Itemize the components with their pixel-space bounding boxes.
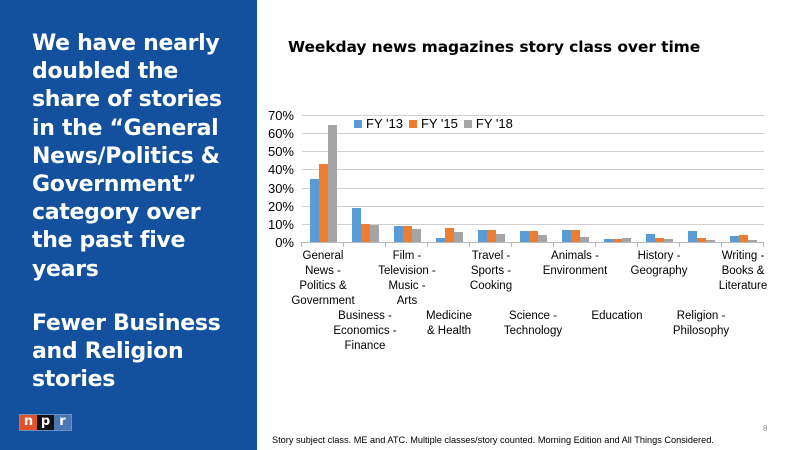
bar-fy13 bbox=[351, 207, 361, 242]
bar-fy13 bbox=[309, 179, 319, 242]
bar-fy18 bbox=[327, 124, 337, 242]
bar-fy13 bbox=[729, 236, 739, 242]
legend-item: FY '18 bbox=[463, 116, 513, 131]
gridline bbox=[302, 224, 764, 225]
x-tick-mark bbox=[595, 242, 596, 247]
npr-logo: n p r bbox=[19, 414, 72, 431]
gridline bbox=[302, 133, 764, 134]
chart-legend: FY '13 FY '15 FY '18 bbox=[354, 116, 519, 131]
x-tick-mark bbox=[469, 242, 470, 247]
x-category-label: Film - Television - Music - Arts bbox=[378, 250, 436, 307]
x-tick-mark bbox=[637, 242, 638, 247]
legend-label: FY '13 bbox=[366, 116, 403, 131]
bar-fy18 bbox=[579, 236, 589, 242]
bar-fy18 bbox=[663, 239, 673, 242]
y-tick-label: 70% bbox=[267, 108, 294, 123]
x-tick-mark bbox=[301, 242, 302, 247]
x-tick-mark bbox=[511, 242, 512, 247]
bar-fy13 bbox=[687, 231, 697, 242]
bar-fy18 bbox=[411, 228, 421, 242]
y-tick-label: 60% bbox=[267, 126, 294, 141]
x-category-label: Medicine & Health bbox=[425, 310, 473, 337]
legend-label: FY '18 bbox=[475, 116, 513, 131]
bar-fy15 bbox=[318, 163, 328, 242]
x-tick-mark bbox=[679, 242, 680, 247]
bar-fy15 bbox=[654, 237, 664, 242]
x-category-label: Education bbox=[591, 310, 643, 322]
gridline bbox=[302, 169, 764, 170]
bar-fy13 bbox=[393, 226, 403, 242]
bar-fy13 bbox=[519, 230, 529, 242]
x-category-label: Animals - Environment bbox=[542, 250, 608, 277]
x-tick-mark bbox=[721, 242, 722, 247]
footnote: Story subject class. ME and ATC. Multipl… bbox=[272, 435, 714, 445]
bar-fy18 bbox=[621, 237, 631, 242]
bar-fy15 bbox=[486, 230, 496, 242]
bar-fy18 bbox=[747, 240, 757, 242]
x-tick-mark bbox=[427, 242, 428, 247]
headline-text: We have nearly doubled the share of stor… bbox=[32, 31, 222, 282]
npr-logo-r: r bbox=[54, 415, 71, 430]
x-category-label: General News - Politics & Government bbox=[291, 250, 355, 307]
npr-logo-n: n bbox=[20, 415, 37, 430]
legend-item: FY '15 bbox=[408, 116, 458, 131]
y-tick-label: 0% bbox=[275, 235, 294, 250]
x-category-label: Travel - Sports - Cooking bbox=[469, 250, 513, 292]
x-tick-mark bbox=[343, 242, 344, 247]
bar-fy15 bbox=[402, 226, 412, 242]
x-tick-mark bbox=[385, 242, 386, 247]
y-tick-label: 20% bbox=[267, 199, 294, 214]
gridline bbox=[302, 115, 764, 116]
subhead-text: Fewer Business and Religion stories bbox=[32, 311, 221, 393]
bar-fy18 bbox=[705, 240, 715, 242]
x-category-label: Business - Economics - Finance bbox=[333, 310, 397, 352]
bar-fy18 bbox=[369, 224, 379, 242]
bar-fy15 bbox=[444, 227, 454, 242]
y-tick-label: 40% bbox=[267, 162, 294, 177]
page-number: 8 bbox=[763, 424, 768, 433]
y-tick-label: 30% bbox=[267, 181, 294, 196]
left-panel: We have nearly doubled the share of stor… bbox=[0, 0, 257, 450]
x-tick-mark bbox=[763, 242, 764, 247]
bar-fy13 bbox=[645, 234, 655, 242]
bar-fy15 bbox=[612, 239, 622, 242]
x-category-label: Religion - Philosophy bbox=[672, 310, 730, 337]
bar-fy15 bbox=[738, 234, 748, 242]
bar-fy18 bbox=[453, 232, 463, 242]
x-category-label: Science - Technology bbox=[503, 310, 563, 337]
gridline bbox=[302, 206, 764, 207]
bar-fy18 bbox=[537, 234, 547, 242]
legend-swatch-icon bbox=[463, 119, 472, 128]
x-category-label: History - Geography bbox=[630, 250, 688, 277]
y-tick-label: 10% bbox=[267, 217, 294, 232]
chart-title: Weekday news magazines story class over … bbox=[288, 38, 701, 56]
bar-fy15 bbox=[360, 224, 370, 242]
legend-swatch-icon bbox=[408, 119, 417, 128]
x-axis-line bbox=[302, 242, 764, 243]
bar-fy15 bbox=[696, 237, 706, 242]
gridline bbox=[302, 188, 764, 189]
x-tick-mark bbox=[553, 242, 554, 247]
npr-logo-p: p bbox=[37, 415, 54, 430]
legend-item: FY '13 bbox=[354, 116, 403, 131]
legend-swatch-icon bbox=[354, 119, 362, 128]
bar-fy15 bbox=[528, 230, 538, 242]
bar-fy13 bbox=[603, 238, 613, 242]
bar-fy15 bbox=[570, 230, 580, 242]
x-category-label: Writing - Books & Literature bbox=[718, 250, 768, 292]
gridline bbox=[302, 151, 764, 152]
legend-label: FY '15 bbox=[420, 116, 458, 131]
bar-fy18 bbox=[495, 234, 505, 242]
bar-fy13 bbox=[435, 237, 445, 242]
y-tick-label: 50% bbox=[267, 144, 294, 159]
bar-fy13 bbox=[477, 230, 487, 242]
bar-fy13 bbox=[561, 229, 571, 242]
